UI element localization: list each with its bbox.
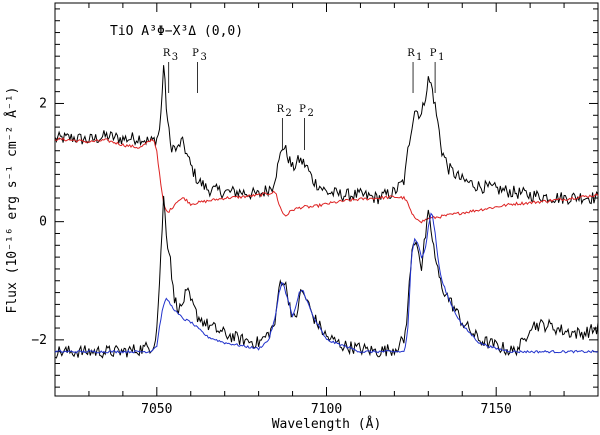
series-line [54, 212, 599, 354]
band-label-sub: 1 [438, 52, 444, 63]
x-tick-label: 7050 [141, 402, 172, 417]
x-tick-label: 7150 [481, 402, 512, 417]
spectra [54, 65, 599, 359]
plot-frame [54, 2, 599, 397]
y-axis-label: Flux (10⁻¹⁶ erg s⁻¹ cm⁻² Å⁻¹) [4, 87, 20, 314]
band-label: R [277, 104, 285, 115]
y-tick-label: 0 [39, 215, 47, 230]
chart-title: TiO A³Φ−X³Δ (0,0) [110, 24, 243, 39]
band-labels: R 3 P 3R 2 P 2R 1 P 1 [163, 48, 444, 150]
y-tick-label: −2 [31, 333, 47, 348]
series-line [54, 137, 599, 224]
band-label-sub: 2 [307, 108, 313, 119]
axis-ticks: 7050 7100 7150 −2 0 2 [31, 3, 599, 417]
band-label-sub: 3 [172, 52, 178, 63]
band-label: P [192, 48, 199, 59]
band-label-sub: 1 [416, 52, 422, 63]
band-label: P [430, 48, 437, 59]
band-label-sub: 2 [285, 108, 291, 119]
series-line [54, 65, 599, 206]
x-tick-label: 7100 [311, 402, 342, 417]
band-label: R [407, 48, 415, 59]
band-label-sub: 3 [201, 52, 207, 63]
series-line [54, 195, 599, 359]
x-axis-label: Wavelength (Å) [272, 416, 382, 432]
y-tick-label: 2 [39, 96, 47, 111]
band-label: R [163, 48, 171, 59]
band-label: P [299, 104, 306, 115]
